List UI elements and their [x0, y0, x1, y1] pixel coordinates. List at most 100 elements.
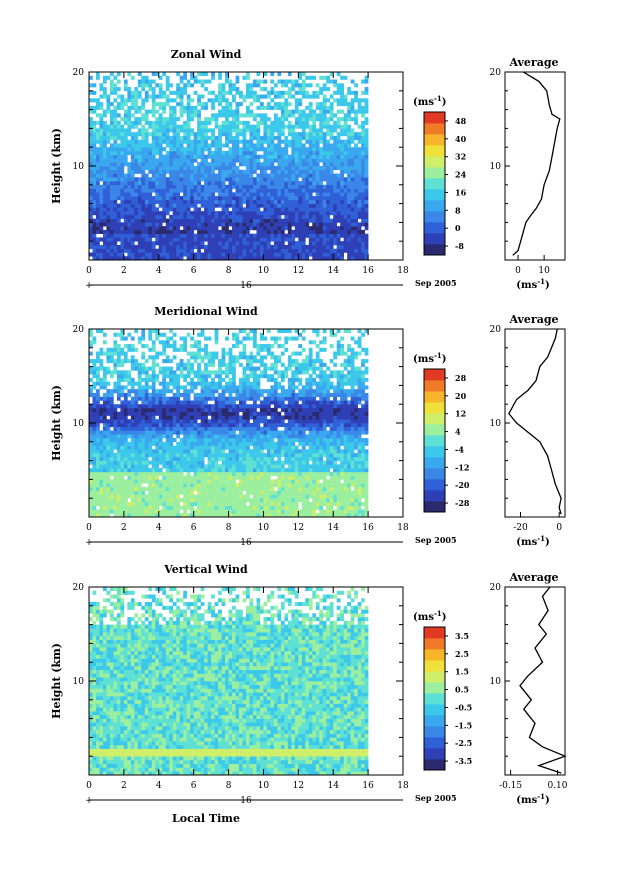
heatmap-cell: [102, 150, 107, 156]
heatmap-cell: [130, 475, 135, 480]
heatmap-cell: [158, 158, 163, 163]
heatmap-cell: [221, 181, 226, 186]
heatmap-cell: [284, 192, 289, 197]
heatmap-cell: [298, 192, 303, 197]
heatmap-cell: [291, 135, 296, 140]
heatmap-cell: [354, 181, 358, 186]
heatmap-cell: [252, 166, 257, 171]
heatmap-cell: [298, 98, 303, 103]
heatmap-cell: [287, 449, 292, 454]
heatmap-cell: [266, 132, 271, 137]
heatmap-cell: [284, 90, 289, 95]
heatmap-cell: [350, 505, 355, 510]
heatmap-cell: [172, 181, 177, 186]
heatmap-cell: [113, 494, 118, 499]
heatmap-cell: [190, 475, 194, 480]
heatmap-cell: [347, 203, 351, 208]
heatmap-cell: [165, 468, 170, 473]
heatmap-cell: [109, 483, 114, 488]
heatmap-cell: [176, 196, 181, 201]
heatmap-cell: [308, 203, 313, 208]
heatmap-cell: [176, 139, 181, 144]
heatmap-cell: [92, 196, 97, 201]
heatmap-cell: [127, 211, 132, 216]
heatmap-cell: [109, 169, 114, 174]
heatmap-cell: [340, 252, 344, 257]
heatmap-cell: [273, 147, 278, 152]
heatmap-cell: [280, 471, 285, 476]
heatmap-cell: [361, 229, 365, 234]
heatmap-cell: [228, 199, 233, 204]
heatmap-cell: [211, 166, 215, 171]
heatmap-cell: [228, 177, 233, 182]
heatmap-cell: [183, 139, 187, 144]
heatmap-cell: [322, 192, 327, 197]
heatmap-cell: [162, 505, 167, 510]
heatmap-cell: [183, 188, 187, 193]
heatmap-cell: [183, 456, 187, 461]
heatmap-cell: [162, 90, 167, 95]
heatmap-cell: [176, 117, 181, 122]
heatmap-cell: [322, 75, 327, 80]
heatmap-cell: [308, 162, 313, 167]
heatmap-cell: [109, 72, 114, 77]
heatmap-cell: [252, 513, 257, 518]
heatmap-cell: [179, 464, 184, 469]
heatmap-cell: [144, 479, 149, 484]
heatmap-cell: [99, 460, 104, 465]
heatmap-cell: [134, 162, 139, 167]
heatmap-cell: [298, 124, 303, 129]
heatmap-cell: [218, 471, 222, 476]
heatmap-cell: [287, 196, 292, 201]
heatmap-cell: [130, 494, 135, 499]
heatmap-cell: [113, 241, 118, 246]
heatmap-cell: [165, 222, 170, 227]
heatmap-cell: [284, 486, 289, 491]
heatmap-cell: [287, 241, 292, 246]
heatmap-cell: [221, 241, 226, 246]
heatmap-cell: [319, 173, 324, 178]
heatmap-cell: [252, 449, 257, 454]
heatmap-cell: [141, 498, 146, 503]
heatmap-cell: [256, 105, 261, 110]
heatmap-cell: [92, 486, 97, 491]
heatmap-cell: [141, 162, 146, 167]
heatmap-cell: [364, 211, 369, 216]
heatmap-cell: [308, 199, 313, 204]
heatmap-cell: [141, 226, 146, 231]
heatmap-cell: [214, 117, 219, 122]
heatmap-cell: [354, 241, 358, 246]
heatmap-cell: [204, 177, 208, 182]
heatmap-cell: [308, 214, 313, 219]
heatmap-cell: [102, 169, 107, 174]
heatmap-cell: [350, 162, 355, 167]
heatmap-cell: [301, 87, 306, 92]
heatmap-cell: [242, 173, 247, 178]
heatmap-cell: [228, 494, 233, 499]
heatmap-cell: [305, 83, 310, 88]
heatmap-cell: [165, 199, 170, 204]
heatmap-cell: [287, 207, 292, 212]
heatmap-cell: [301, 483, 306, 488]
heatmap-cell: [298, 237, 303, 242]
heatmap-cell: [228, 490, 233, 495]
heatmap-cell: [106, 109, 111, 114]
heatmap-cell: [158, 181, 163, 186]
heatmap-cell: [130, 120, 135, 125]
heatmap-cell: [298, 471, 303, 476]
heatmap-cell: [336, 173, 341, 178]
heatmap-cell: [361, 196, 365, 201]
heatmap-cell: [123, 449, 128, 454]
heatmap-cell: [312, 252, 317, 257]
heatmap-cell: [179, 214, 184, 219]
heatmap-cell: [134, 471, 139, 476]
heatmap-cell: [350, 214, 355, 219]
heatmap-cell: [151, 177, 156, 182]
heatmap-cell: [211, 490, 215, 495]
heatmap-cell: [179, 460, 184, 465]
heatmap-cell: [99, 464, 104, 469]
heatmap-cell: [294, 184, 299, 189]
heatmap-cell: [239, 94, 243, 99]
heatmap-cell: [221, 449, 226, 454]
